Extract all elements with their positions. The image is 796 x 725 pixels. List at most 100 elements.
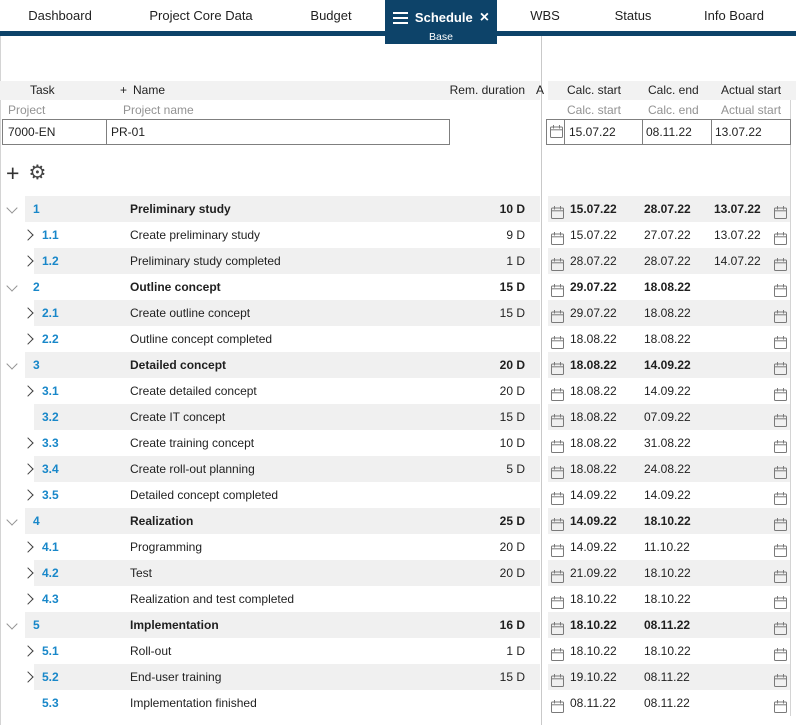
calendar-icon[interactable] (551, 306, 564, 332)
calendar-icon[interactable] (551, 462, 564, 488)
task-cells[interactable]: 4 Realization 25 D (0, 508, 540, 534)
calendar-icon[interactable] (774, 462, 787, 488)
calendar-icon[interactable] (551, 384, 564, 410)
actual-start-cell[interactable]: 14.07.22 (714, 254, 761, 268)
calendar-icon[interactable] (774, 488, 787, 514)
task-cells[interactable]: 3.1 Create detailed concept 20 D (0, 378, 540, 404)
task-cells[interactable]: 1.1 Create preliminary study 9 D (0, 222, 540, 248)
calc-start-cell[interactable]: 18.08.22 (570, 436, 617, 450)
calendar-icon[interactable] (774, 358, 787, 384)
tab-project-core-data[interactable]: Project Core Data (149, 8, 253, 23)
tab-status[interactable]: Status (614, 8, 652, 23)
calendar-icon[interactable] (551, 618, 564, 644)
project-calc-end-field[interactable]: 08.11.22 (646, 125, 692, 139)
calendar-icon[interactable] (774, 254, 787, 280)
calc-start-cell[interactable]: 18.08.22 (570, 358, 617, 372)
menu-icon[interactable] (392, 11, 408, 24)
calc-end-cell[interactable]: 18.08.22 (644, 280, 691, 294)
calc-end-cell[interactable]: 18.10.22 (644, 592, 691, 606)
calendar-icon[interactable] (551, 644, 564, 670)
calc-start-cell[interactable]: 18.10.22 (570, 592, 617, 606)
expand-chevron-icon[interactable] (22, 385, 34, 397)
calc-start-cell[interactable]: 14.09.22 (570, 540, 617, 554)
calc-end-cell[interactable]: 18.10.22 (644, 566, 691, 580)
calendar-icon[interactable] (551, 280, 564, 306)
expand-chevron-icon[interactable] (22, 229, 34, 241)
calendar-icon[interactable] (551, 696, 564, 722)
calc-end-cell[interactable]: 08.11.22 (644, 618, 691, 632)
project-actual-start-field[interactable]: 13.07.22 (715, 125, 762, 139)
calc-start-cell[interactable]: 18.08.22 (570, 384, 617, 398)
calc-end-cell[interactable]: 18.10.22 (644, 644, 691, 658)
expand-chevron-icon[interactable] (22, 437, 34, 449)
tab-budget[interactable]: Budget (310, 8, 352, 23)
task-cells[interactable]: 4.1 Programming 20 D (0, 534, 540, 560)
project-id-field[interactable]: 7000-EN (8, 125, 56, 139)
calendar-icon[interactable] (774, 228, 787, 254)
calendar-icon[interactable] (774, 592, 787, 618)
calc-end-cell[interactable]: 28.07.22 (644, 202, 691, 216)
expand-chevron-icon[interactable] (22, 489, 34, 501)
calendar-icon[interactable] (774, 696, 787, 722)
calc-end-cell[interactable]: 18.08.22 (644, 306, 691, 320)
calendar-icon[interactable] (774, 436, 787, 462)
calc-start-cell[interactable]: 18.08.22 (570, 332, 617, 346)
task-cells[interactable]: 3.3 Create training concept 10 D (0, 430, 540, 456)
task-cells[interactable]: 4.2 Test 20 D (0, 560, 540, 586)
calendar-icon[interactable] (551, 488, 564, 514)
task-cells[interactable]: 3 Detailed concept 20 D (0, 352, 540, 378)
calc-end-cell[interactable]: 14.09.22 (644, 488, 691, 502)
tab-wbs[interactable]: WBS (530, 8, 560, 23)
calendar-icon[interactable] (774, 514, 787, 540)
task-cells[interactable]: 2.1 Create outline concept 15 D (0, 300, 540, 326)
calc-start-cell[interactable]: 18.10.22 (570, 618, 617, 632)
calc-end-cell[interactable]: 18.10.22 (644, 514, 691, 528)
task-cells[interactable]: 2 Outline concept 15 D (0, 274, 540, 300)
calendar-icon[interactable] (551, 592, 564, 618)
calendar-icon[interactable] (551, 436, 564, 462)
calendar-icon[interactable] (774, 540, 787, 566)
task-cells[interactable]: 5.3 Implementation finished (0, 690, 540, 716)
calc-start-cell[interactable]: 21.09.22 (570, 566, 617, 580)
expand-chevron-icon[interactable] (6, 358, 18, 370)
calc-end-cell[interactable]: 24.08.22 (644, 462, 691, 476)
calc-start-cell[interactable]: 14.09.22 (570, 488, 617, 502)
expand-chevron-icon[interactable] (22, 593, 34, 605)
calendar-icon[interactable] (774, 410, 787, 436)
calendar-icon[interactable] (551, 332, 564, 358)
expand-chevron-icon[interactable] (22, 645, 34, 657)
calendar-icon[interactable] (774, 202, 787, 228)
task-cells[interactable]: 2.2 Outline concept completed (0, 326, 540, 352)
actual-start-cell[interactable]: 13.07.22 (714, 202, 761, 216)
calendar-icon[interactable] (551, 540, 564, 566)
calc-start-cell[interactable]: 18.10.22 (570, 644, 617, 658)
calc-start-cell[interactable]: 29.07.22 (570, 306, 617, 320)
calc-start-cell[interactable]: 19.10.22 (570, 670, 617, 684)
calendar-icon[interactable] (551, 254, 564, 280)
pane-splitter[interactable] (541, 36, 542, 725)
task-cells[interactable]: 5.2 End-user training 15 D (0, 664, 540, 690)
calc-end-cell[interactable]: 31.08.22 (644, 436, 691, 450)
expand-chevron-icon[interactable] (6, 618, 18, 630)
calendar-icon[interactable] (774, 618, 787, 644)
expand-chevron-icon[interactable] (22, 307, 34, 319)
task-cells[interactable]: 1 Preliminary study 10 D (0, 196, 540, 222)
tab-schedule[interactable]: Schedule × Base (385, 0, 497, 44)
calendar-icon[interactable] (774, 306, 787, 332)
calendar-icon[interactable] (774, 384, 787, 410)
tab-info-board[interactable]: Info Board (704, 8, 764, 23)
tab-dashboard[interactable]: Dashboard (28, 8, 92, 23)
task-cells[interactable]: 5 Implementation 16 D (0, 612, 540, 638)
task-cells[interactable]: 3.5 Detailed concept completed (0, 482, 540, 508)
calc-end-cell[interactable]: 28.07.22 (644, 254, 691, 268)
calendar-icon[interactable] (551, 358, 564, 384)
expand-chevron-icon[interactable] (6, 514, 18, 526)
project-calc-start-field[interactable]: 15.07.22 (569, 125, 616, 139)
calc-end-cell[interactable]: 07.09.22 (644, 410, 691, 424)
calc-start-cell[interactable]: 08.11.22 (570, 696, 616, 710)
expand-chevron-icon[interactable] (6, 280, 18, 292)
calc-start-cell[interactable]: 18.08.22 (570, 462, 617, 476)
gear-icon[interactable]: ⚙ (28, 162, 47, 184)
project-name-field[interactable]: PR-01 (111, 125, 146, 139)
calc-end-cell[interactable]: 14.09.22 (644, 384, 691, 398)
